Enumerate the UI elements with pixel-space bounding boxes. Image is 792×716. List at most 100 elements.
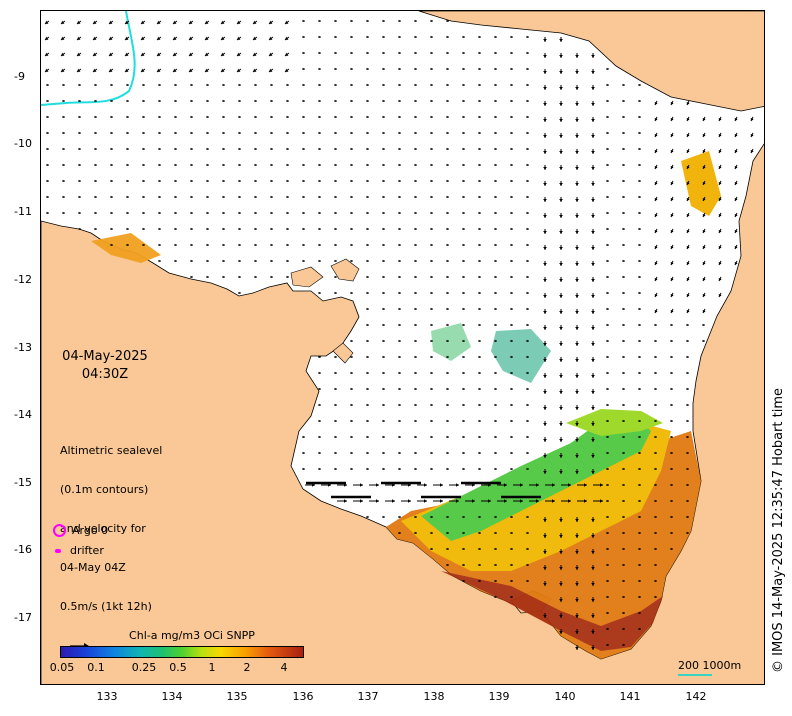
velocity-arrowhead bbox=[430, 211, 432, 215]
velocity-arrowhead bbox=[318, 387, 320, 391]
velocity-arrowhead bbox=[559, 119, 563, 122]
velocity-arrowhead bbox=[591, 295, 595, 298]
velocity-arrowhead bbox=[718, 117, 722, 121]
velocity-arrowhead bbox=[622, 387, 624, 391]
velocity-arrowhead bbox=[670, 499, 672, 503]
velocity-arrowhead bbox=[462, 131, 464, 135]
velocity-arrowhead bbox=[600, 483, 603, 487]
velocity-arrowhead bbox=[366, 387, 368, 391]
velocity-arrowhead bbox=[302, 179, 304, 183]
velocity-arrowhead bbox=[446, 403, 448, 407]
velocity-arrowhead bbox=[575, 167, 579, 170]
velocity-arrowhead bbox=[591, 71, 595, 74]
velocity-arrowhead bbox=[269, 68, 273, 72]
velocity-arrowhead bbox=[334, 275, 336, 279]
velocity-arrowhead bbox=[190, 195, 192, 199]
velocity-arrowhead bbox=[638, 531, 640, 535]
velocity-arrowhead bbox=[334, 147, 336, 151]
velocity-arrowhead bbox=[622, 195, 624, 199]
velocity-arrowhead bbox=[478, 467, 480, 471]
velocity-arrowhead bbox=[238, 83, 240, 87]
lon-tick: 137 bbox=[357, 690, 379, 703]
velocity-arrowhead bbox=[702, 117, 706, 121]
velocity-arrowhead bbox=[552, 499, 555, 503]
velocity-arrowhead bbox=[575, 583, 579, 586]
velocity-arrowhead bbox=[654, 213, 658, 217]
velocity-arrowhead bbox=[430, 163, 432, 167]
velocity-arrowhead bbox=[62, 99, 64, 103]
velocity-arrowhead bbox=[62, 115, 64, 119]
velocity-arrowhead bbox=[350, 435, 352, 439]
chl-green-band bbox=[421, 411, 651, 541]
velocity-arrowhead bbox=[382, 307, 384, 311]
velocity-arrowhead bbox=[430, 307, 432, 311]
velocity-arrowhead bbox=[543, 375, 547, 378]
velocity-arrowhead bbox=[456, 499, 459, 503]
velocity-arrowhead bbox=[638, 611, 640, 615]
velocity-arrowhead bbox=[382, 99, 384, 103]
velocity-arrowhead bbox=[238, 275, 240, 279]
map-frame bbox=[40, 10, 765, 685]
velocity-arrowhead bbox=[286, 131, 288, 135]
velocity-arrowhead bbox=[575, 551, 579, 554]
velocity-arrowhead bbox=[702, 181, 706, 185]
velocity-arrowhead bbox=[622, 83, 624, 87]
velocity-arrowhead bbox=[382, 419, 384, 423]
velocity-arrowhead bbox=[366, 51, 368, 55]
velocity-arrowhead bbox=[254, 195, 256, 199]
velocity-arrowhead bbox=[494, 67, 496, 71]
velocity-arrowhead bbox=[654, 117, 658, 121]
velocity-arrowhead bbox=[446, 243, 448, 247]
velocity-arrowhead bbox=[237, 52, 241, 56]
velocity-arrowhead bbox=[478, 227, 480, 231]
velocity-arrowhead bbox=[591, 311, 595, 314]
velocity-arrowhead bbox=[398, 403, 400, 407]
velocity-arrowhead bbox=[350, 83, 352, 87]
velocity-arrowhead bbox=[559, 455, 563, 458]
velocity-arrowhead bbox=[606, 211, 608, 215]
velocity-arrowhead bbox=[622, 163, 624, 167]
velocity-arrowhead bbox=[591, 343, 595, 346]
velocity-arrowhead bbox=[366, 451, 368, 455]
velocity-arrowhead bbox=[526, 211, 528, 215]
velocity-arrowhead bbox=[398, 227, 400, 231]
velocity-arrowhead bbox=[654, 323, 656, 327]
velocity-arrowhead bbox=[446, 147, 448, 151]
velocity-arrowhead bbox=[526, 131, 528, 135]
velocity-arrowhead bbox=[414, 275, 416, 279]
velocity-arrowhead bbox=[238, 147, 240, 151]
velocity-arrowhead bbox=[414, 323, 416, 327]
velocity-arrowhead bbox=[568, 499, 571, 503]
velocity-arrowhead bbox=[606, 227, 608, 231]
velocity-arrowhead bbox=[238, 163, 240, 167]
velocity-arrowhead bbox=[302, 115, 304, 119]
velocity-arrowhead bbox=[238, 131, 240, 135]
velocity-arrowhead bbox=[654, 339, 656, 343]
velocity-arrowhead bbox=[575, 455, 579, 458]
velocity-arrowhead bbox=[494, 163, 496, 167]
velocity-arrowhead bbox=[430, 275, 432, 279]
velocity-arrowhead bbox=[702, 197, 706, 201]
velocity-arrowhead bbox=[543, 247, 547, 250]
velocity-arrowhead bbox=[494, 243, 496, 247]
velocity-arrowhead bbox=[591, 423, 595, 426]
velocity-arrowhead bbox=[222, 147, 224, 151]
velocity-arrowhead bbox=[526, 35, 528, 39]
lon-tick: 135 bbox=[226, 690, 248, 703]
velocity-arrowhead bbox=[575, 71, 579, 74]
velocity-arrowhead bbox=[606, 515, 608, 519]
velocity-arrowhead bbox=[606, 451, 608, 455]
velocity-arrowhead bbox=[670, 245, 674, 249]
velocity-arrowhead bbox=[622, 547, 624, 551]
velocity-arrowhead bbox=[478, 451, 480, 455]
velocity-arrowhead bbox=[686, 483, 688, 487]
velocity-arrowhead bbox=[366, 163, 368, 167]
velocity-arrowhead bbox=[526, 259, 528, 263]
velocity-arrowhead bbox=[686, 165, 690, 169]
velocity-arrowhead bbox=[638, 115, 640, 119]
velocity-arrowhead bbox=[543, 455, 547, 458]
velocity-arrowhead bbox=[366, 227, 368, 231]
velocity-arrowhead bbox=[382, 323, 384, 327]
velocity-arrowhead bbox=[270, 227, 272, 231]
chl-cape-york-coast bbox=[681, 151, 721, 216]
